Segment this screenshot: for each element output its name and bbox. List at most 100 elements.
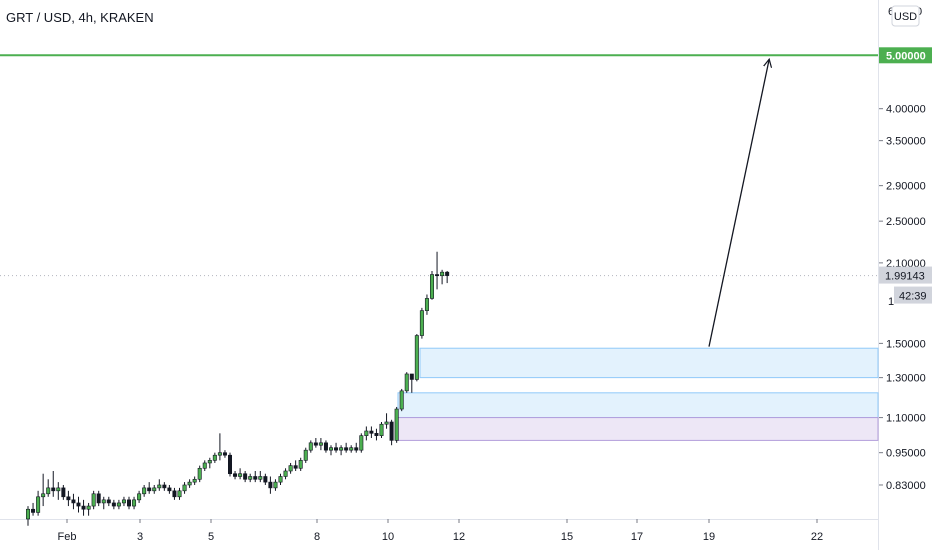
candle: [409, 373, 414, 393]
candle: [121, 496, 126, 507]
candle-body-up: [283, 470, 288, 477]
candle: [56, 482, 61, 500]
time-axis-tick-label: 19: [703, 531, 715, 543]
candle-body-up: [308, 442, 313, 451]
price-axis-tick-label: 2.90000: [886, 181, 926, 193]
candle-body-up: [157, 484, 162, 489]
candle-body-down: [71, 499, 76, 504]
time-axis-tick-label: 12: [453, 531, 465, 543]
middle-demand-zone[interactable]: [397, 392, 879, 419]
candle-body-up: [202, 462, 207, 469]
candles-layer: [25, 251, 450, 526]
candle: [152, 484, 157, 494]
candle-body-down: [409, 373, 414, 380]
candle: [369, 426, 374, 439]
candle-body-up: [248, 476, 253, 480]
candle-body-up: [101, 499, 106, 504]
candle-body-up: [359, 435, 364, 451]
candle: [293, 460, 298, 471]
candle: [248, 473, 253, 483]
candle-body-up: [339, 447, 344, 451]
candle: [192, 476, 197, 485]
candle-body-down: [66, 496, 71, 501]
candle: [394, 406, 399, 443]
candle: [76, 496, 81, 513]
candle: [424, 294, 429, 315]
target-price-label-text: 5.00000: [886, 50, 926, 62]
candle-body-up: [258, 476, 263, 480]
candle: [167, 484, 172, 494]
candle-body-up: [137, 493, 142, 501]
forecast-arrow[interactable]: [708, 60, 769, 347]
candle-body-down: [243, 473, 248, 480]
candle: [197, 465, 202, 483]
candle: [222, 450, 227, 458]
candle: [116, 499, 121, 510]
candle-body-up: [328, 447, 333, 451]
candle: [253, 470, 258, 483]
candle-body-down: [253, 476, 258, 480]
candle-body-up: [142, 487, 147, 495]
candle-body-down: [228, 454, 233, 475]
candle: [157, 479, 162, 491]
candle: [303, 447, 308, 463]
candle: [132, 496, 137, 510]
candle: [404, 372, 409, 393]
candle: [137, 490, 142, 503]
candle-body-up: [394, 408, 399, 441]
candle-body-up: [116, 502, 121, 507]
candle: [318, 438, 323, 451]
candle-body-up: [404, 373, 409, 392]
candle-body-down: [76, 502, 81, 507]
candle-body-up: [429, 274, 434, 299]
candle-body-down: [51, 487, 56, 492]
candle: [25, 506, 30, 526]
candle: [268, 476, 273, 494]
candle: [228, 452, 233, 477]
candle-body-up: [364, 430, 369, 436]
candle: [298, 457, 303, 471]
candle-body-up: [207, 460, 212, 464]
candle: [212, 452, 217, 463]
candle-body-down: [31, 508, 36, 513]
candle: [399, 388, 404, 412]
candle-body-up: [36, 496, 41, 513]
candle-body-down: [313, 442, 318, 446]
upper-demand-zone[interactable]: [419, 347, 879, 379]
candle: [344, 442, 349, 453]
candle: [101, 496, 106, 510]
candle: [429, 270, 434, 300]
candle: [308, 440, 313, 453]
candle: [389, 419, 394, 446]
candle: [328, 445, 333, 456]
time-axis-tick-label: 15: [561, 531, 573, 543]
candle: [419, 307, 424, 339]
price-axis-tick-partial: 1: [888, 296, 894, 308]
candle-body-up: [192, 478, 197, 483]
price-axis-tick-label: 0.83000: [886, 480, 926, 492]
candle: [147, 482, 152, 494]
lower-demand-zone[interactable]: [397, 417, 879, 441]
time-axis-tick-label: 8: [314, 531, 320, 543]
candle-body-down: [374, 433, 379, 436]
countdown-value: 42:39: [899, 291, 927, 303]
candle: [142, 484, 147, 497]
chart-title: GRT / USD, 4h, KRAKEN: [6, 10, 154, 25]
price-axis-tick-label: 3.50000: [886, 136, 926, 148]
candle-body-up: [91, 493, 96, 507]
candle-body-up: [318, 442, 323, 446]
candle: [31, 502, 36, 516]
candle: [323, 440, 328, 453]
candle-body-up: [414, 335, 419, 380]
candle-body-down: [222, 452, 227, 456]
candle-body-up: [384, 421, 389, 425]
currency-button[interactable]: USD: [891, 5, 920, 27]
current-price-value: 1.99143: [885, 271, 925, 283]
candle-body-up: [298, 460, 303, 469]
candle-body-down: [389, 421, 394, 441]
candle: [288, 462, 293, 474]
candle-body-down: [162, 484, 167, 489]
time-axis-tick-label: 22: [811, 531, 823, 543]
candle-body-up: [273, 481, 278, 489]
